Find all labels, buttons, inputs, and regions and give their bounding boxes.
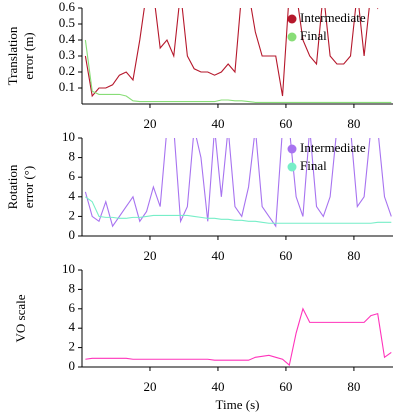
x-tick-label: 40 [211, 116, 224, 131]
x-tick-label: 80 [347, 379, 360, 394]
plot-area [84, 8, 392, 103]
y-tick-label: 10 [62, 261, 75, 276]
x-axis-label: Time (s) [216, 397, 260, 412]
y-tick-label: 2 [69, 207, 76, 222]
data-line [84, 39, 392, 103]
y-tick-label: 8 [69, 280, 76, 295]
y-tick-label: 8 [69, 149, 76, 164]
data-line [85, 307, 392, 367]
legend-marker [287, 144, 297, 154]
y-tick-label: 0 [69, 227, 76, 242]
x-tick-label: 20 [143, 116, 156, 131]
legend-label: Intermediate [300, 10, 366, 25]
data-line [84, 8, 379, 98]
x-tick-label: 60 [279, 116, 292, 131]
y-tick-label: 6 [69, 300, 76, 315]
x-tick-label: 80 [347, 248, 360, 263]
y-tick-label: 0.6 [59, 0, 76, 14]
y-tick-label: 4 [69, 188, 76, 203]
y-axis-label: error (°) [21, 166, 36, 208]
x-tick-label: 60 [279, 379, 292, 394]
y-tick-label: 0.1 [59, 79, 75, 94]
y-tick-label: 6 [69, 168, 76, 183]
y-axis-label: VO scale [13, 294, 28, 342]
y-tick-label: 0.5 [59, 15, 75, 30]
legend-label: Final [300, 28, 327, 43]
y-tick-label: 2 [69, 339, 76, 354]
legend-marker [287, 32, 297, 42]
y-tick-label: 0.4 [59, 31, 76, 46]
plot-area [85, 307, 392, 367]
y-tick-label: 0.3 [59, 47, 75, 62]
y-axis-label: Rotation [5, 164, 20, 209]
legend-label: Intermediate [300, 140, 366, 155]
data-line [85, 196, 392, 224]
y-tick-label: 4 [69, 319, 76, 334]
y-axis-label: error (m) [21, 32, 36, 79]
x-tick-label: 20 [143, 379, 156, 394]
x-tick-label: 40 [211, 379, 224, 394]
legend-label: Final [300, 158, 327, 173]
x-tick-label: 60 [279, 248, 292, 263]
legend-marker [287, 162, 297, 172]
y-tick-label: 10 [62, 129, 75, 144]
x-tick-label: 40 [211, 248, 224, 263]
y-tick-label: 0.2 [59, 63, 75, 78]
data-line [84, 138, 392, 228]
y-axis-label: Translation [5, 26, 20, 85]
x-tick-label: 80 [347, 116, 360, 131]
x-tick-label: 20 [143, 248, 156, 263]
legend-marker [287, 14, 297, 24]
y-tick-label: 0 [69, 358, 76, 373]
plot-area [84, 138, 392, 228]
